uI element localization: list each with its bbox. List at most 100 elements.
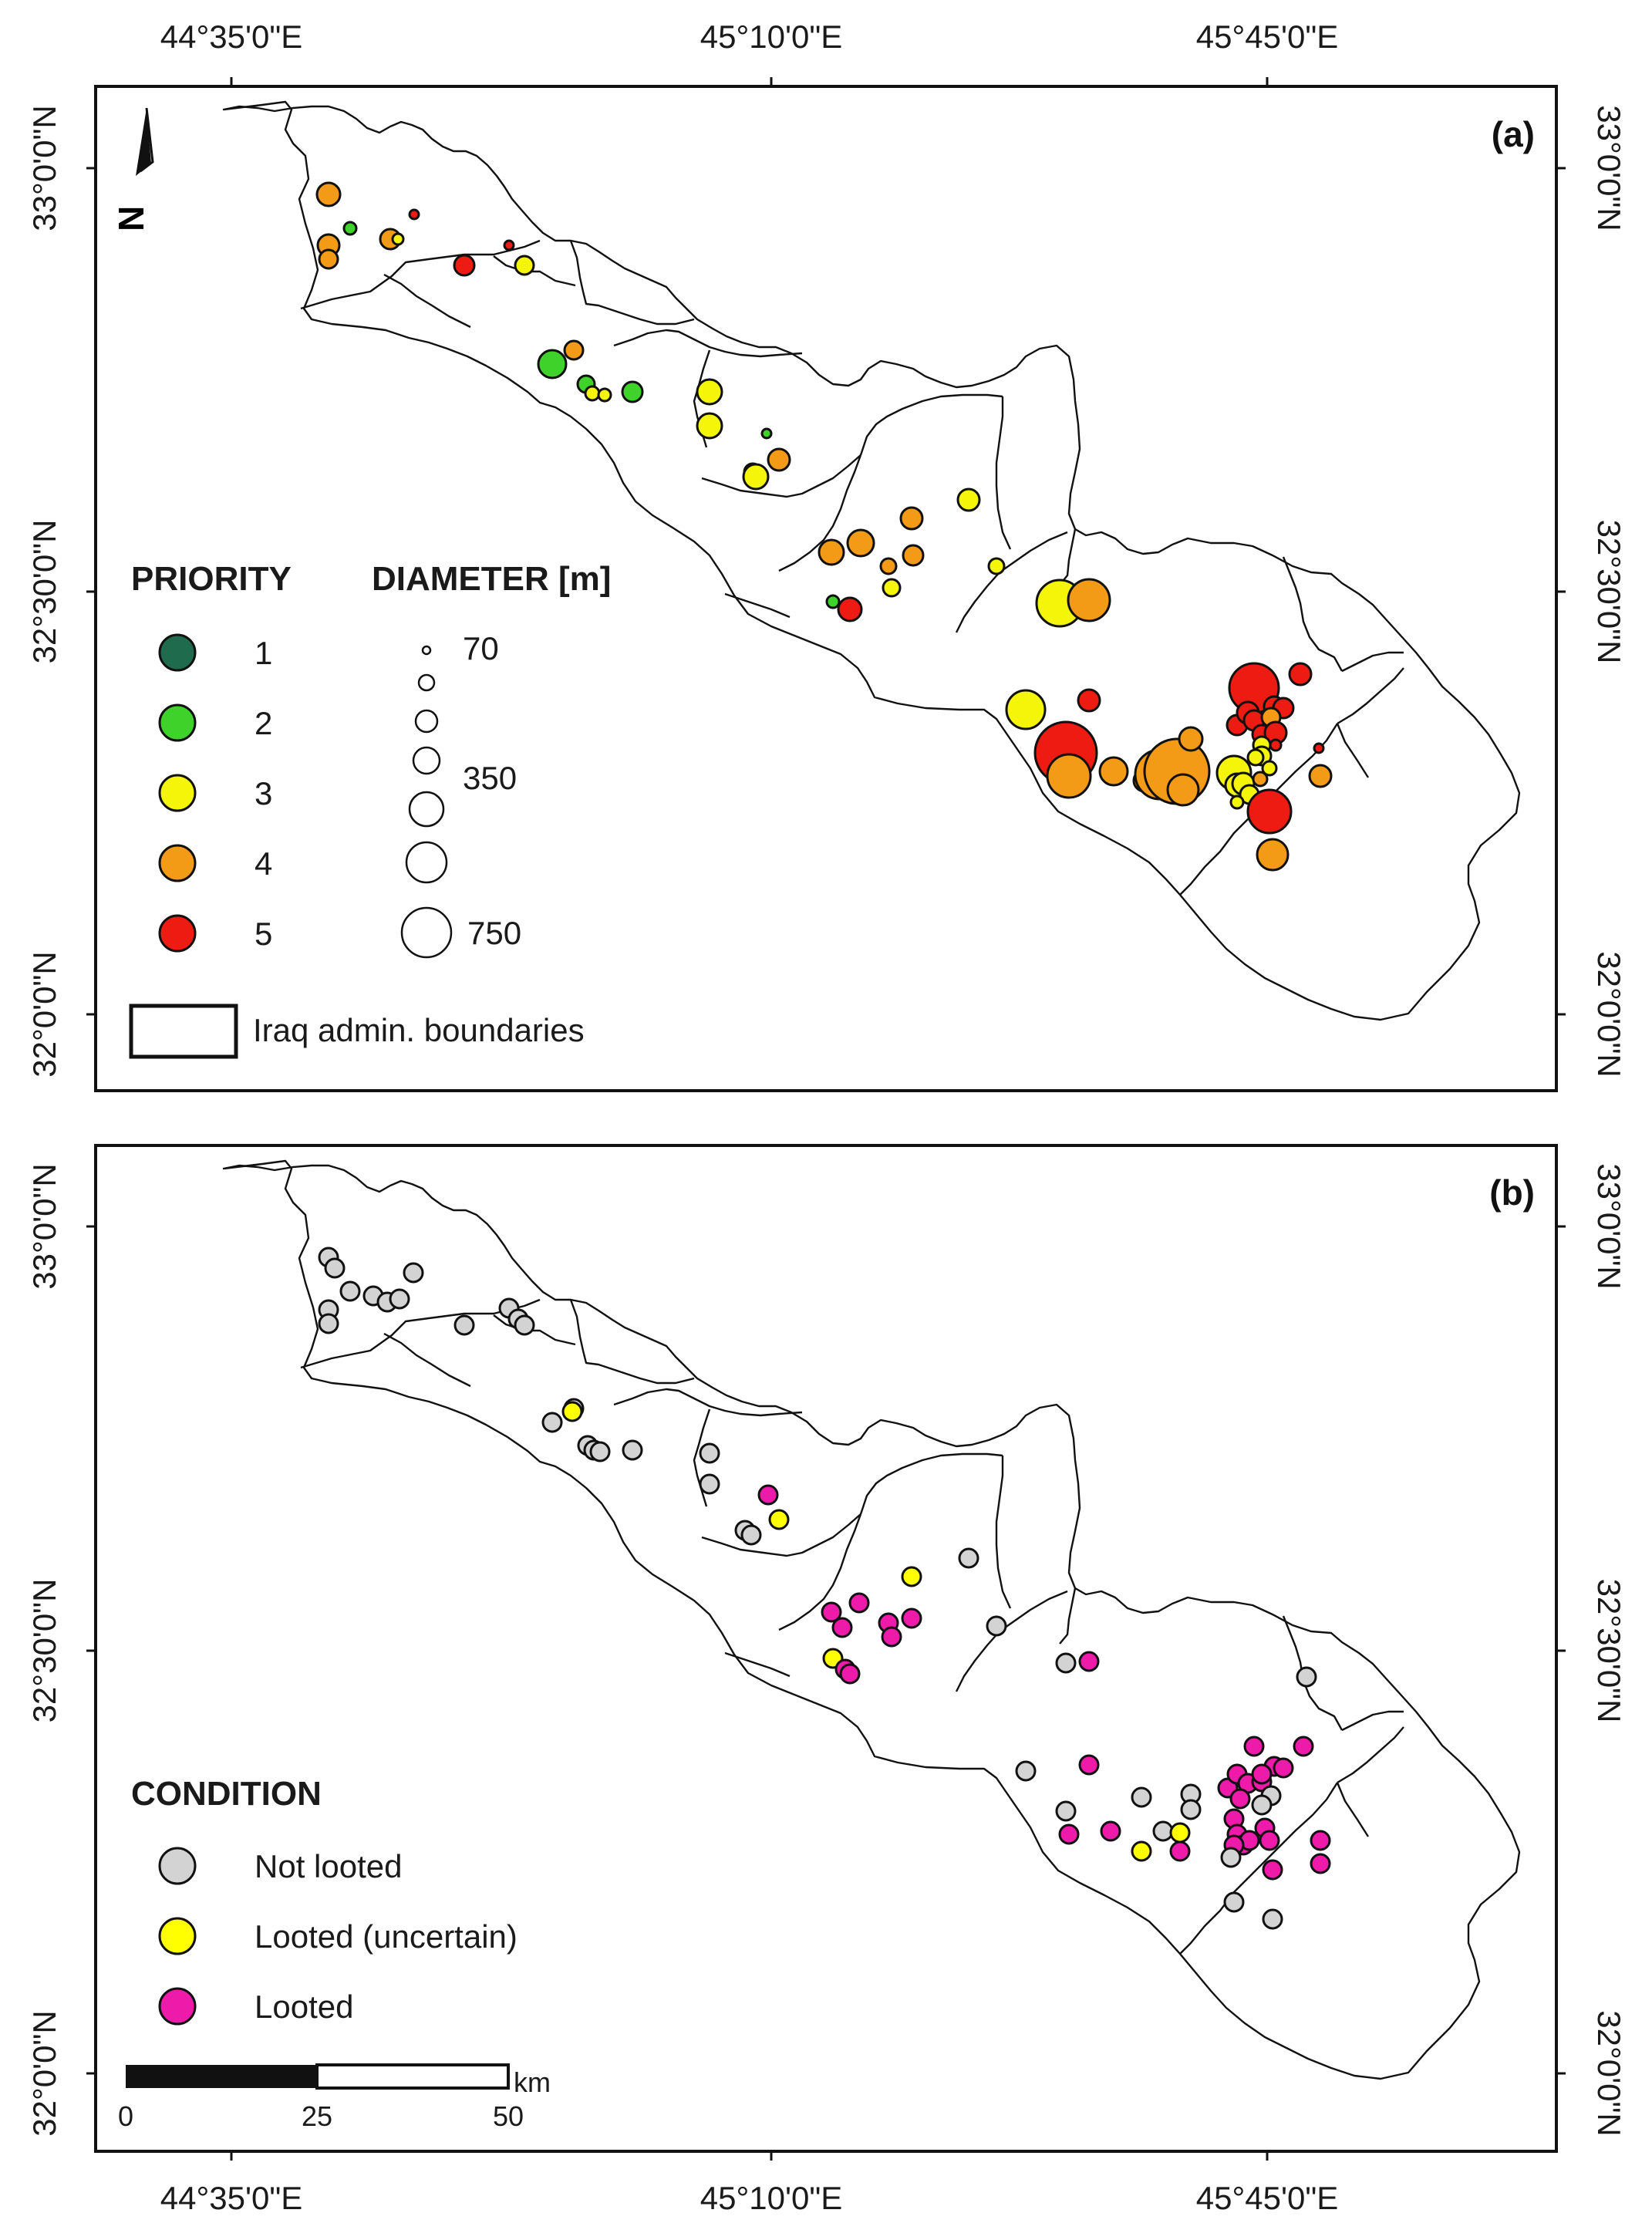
site-marker (1308, 764, 1333, 788)
site-marker (767, 447, 791, 472)
lat-label-right: 32°30'0"N (1591, 1579, 1627, 1723)
district-boundary (1179, 1782, 1339, 1955)
district-boundary (1336, 723, 1370, 778)
site-marker (1169, 1822, 1191, 1844)
site-marker (453, 1314, 475, 1336)
site-marker (831, 1617, 853, 1638)
lat-label-left: 32°0'0"N (26, 951, 62, 1078)
site-marker (453, 254, 476, 277)
district-boundary (701, 1513, 861, 1557)
district-boundary (724, 592, 791, 619)
panel-a-priority-map: 33°0'0"N 32°30'0"N 32°0'0"N 33°0'0"N 32°… (26, 77, 1627, 1092)
priority-legend: PRIORITY 1 2 3 4 5 (131, 560, 292, 953)
site-marker (839, 1663, 861, 1685)
site-marker (1262, 1859, 1283, 1881)
site-marker (846, 528, 875, 558)
site-marker (882, 578, 902, 598)
district-boundary (859, 1452, 1003, 1515)
site-marker (1313, 742, 1325, 754)
diameter-symbol (421, 645, 432, 656)
district-boundary (1341, 1710, 1404, 1732)
diameter-legend-title: DIAMETER [m] (372, 560, 611, 598)
site-marker (1131, 1840, 1152, 1862)
site-marker (740, 1524, 762, 1546)
panel-a-frame (94, 85, 1558, 1092)
site-marker (1131, 1786, 1152, 1808)
site-marker (1310, 1830, 1331, 1851)
site-marker (1269, 738, 1283, 752)
north-arrow-label: N (111, 206, 151, 231)
site-marker (1220, 1847, 1242, 1868)
site-marker (318, 1313, 339, 1334)
site-marker (1261, 760, 1278, 777)
scale-label-25: 25 (302, 2100, 332, 2132)
site-marker (1223, 1891, 1245, 1913)
district-boundary (1059, 528, 1077, 585)
district-boundary (778, 1513, 862, 1631)
site-marker (1078, 1754, 1100, 1776)
priority-swatch (158, 703, 197, 742)
site-marker (1100, 1820, 1121, 1842)
site-marker (1077, 688, 1101, 713)
site-marker (1055, 1800, 1077, 1822)
district-boundary (569, 1299, 695, 1385)
site-marker (818, 538, 845, 566)
district-boundary (701, 454, 861, 498)
site-marker (1055, 1652, 1077, 1674)
site-marker (958, 1547, 979, 1569)
district-boundary (383, 273, 471, 329)
site-marker (1015, 1760, 1037, 1782)
panel-b-sites (318, 1247, 1331, 1930)
diameter-symbol (408, 791, 445, 828)
site-marker (1243, 1736, 1265, 1757)
site-marker (881, 1626, 902, 1648)
lat-label-right: 32°30'0"N (1591, 520, 1627, 664)
site-marker (1262, 1908, 1283, 1930)
panel-b-left-latitude-labels: 33°0'0"N 32°30'0"N 32°0'0"N (26, 1163, 62, 2137)
bottom-longitude-labels: 44°35'0"E 45°10'0"E 45°45'0"E (160, 2180, 1339, 2216)
site-marker (1229, 1788, 1251, 1810)
north-arrow-icon: N (111, 107, 154, 231)
site-marker (1296, 1666, 1317, 1688)
district-boundary (724, 1651, 791, 1678)
diameter-symbol (400, 906, 453, 959)
site-marker (1180, 1799, 1202, 1820)
scale-bar-black-segment (126, 2065, 317, 2088)
diameter-label-750: 750 (467, 915, 521, 951)
district-boundary (995, 396, 1012, 550)
site-marker (408, 208, 420, 221)
condition-swatch (158, 1847, 197, 1885)
diameter-label-350: 350 (463, 760, 517, 796)
site-marker (1058, 1823, 1080, 1845)
priority-label: 2 (255, 705, 272, 741)
site-marker (1078, 1651, 1100, 1672)
panel-a-ticks (86, 77, 1566, 1016)
panel-b-ticks (86, 1225, 1566, 2161)
site-marker (514, 255, 535, 276)
site-marker (901, 1607, 922, 1629)
site-marker (956, 487, 981, 512)
site-marker (1246, 748, 1265, 767)
site-marker (563, 339, 585, 361)
site-marker (315, 181, 342, 207)
lat-label-left: 32°30'0"N (26, 1579, 62, 1723)
priority-label: 5 (255, 916, 272, 952)
site-marker (622, 1439, 643, 1461)
site-marker (821, 1601, 842, 1623)
condition-label: Looted (255, 1989, 353, 2025)
condition-label: Looted (uncertain) (255, 1918, 518, 1955)
site-marker (1178, 726, 1204, 752)
site-marker (899, 506, 924, 531)
lat-label-right: 33°0'0"N (1591, 105, 1627, 231)
district-boundary (613, 329, 803, 358)
priority-legend-title: PRIORITY (131, 560, 292, 598)
site-marker (1251, 1794, 1273, 1816)
district-boundary (1337, 1726, 1404, 1784)
scale-label-0: 0 (118, 2100, 133, 2132)
lon-label-bottom: 45°10'0"E (700, 2180, 843, 2216)
site-marker (699, 1442, 720, 1464)
site-marker (389, 1288, 410, 1310)
lon-label-top: 45°45'0"E (1196, 19, 1339, 55)
panel-b-condition-map: 33°0'0"N 32°30'0"N 32°0'0"N 33°0'0"N 32°… (26, 1144, 1627, 2161)
district-boundary (1337, 667, 1404, 725)
